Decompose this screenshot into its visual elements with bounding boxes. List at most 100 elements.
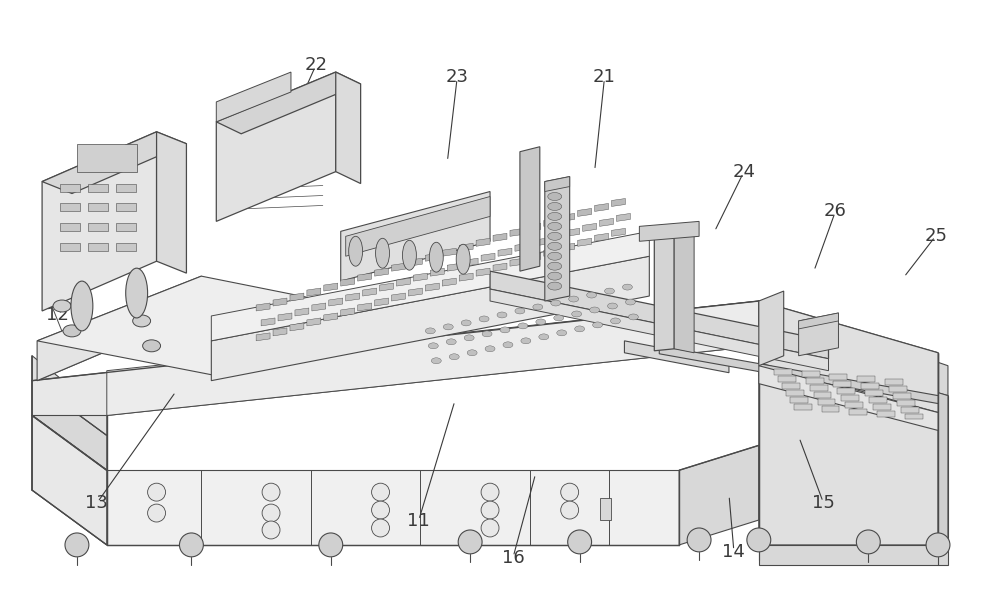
Ellipse shape xyxy=(467,350,477,356)
Bar xyxy=(802,371,820,377)
Polygon shape xyxy=(375,268,389,276)
Polygon shape xyxy=(561,243,575,251)
Polygon shape xyxy=(600,218,613,226)
Ellipse shape xyxy=(533,304,543,310)
Polygon shape xyxy=(476,238,490,246)
Ellipse shape xyxy=(590,307,600,313)
Ellipse shape xyxy=(548,272,562,280)
Polygon shape xyxy=(578,238,592,246)
Ellipse shape xyxy=(143,340,161,352)
Polygon shape xyxy=(290,293,304,301)
Polygon shape xyxy=(391,293,405,301)
Polygon shape xyxy=(295,308,309,316)
Polygon shape xyxy=(759,366,938,430)
Polygon shape xyxy=(447,263,461,271)
Polygon shape xyxy=(425,253,439,261)
Circle shape xyxy=(561,483,579,501)
Bar xyxy=(845,401,863,408)
Ellipse shape xyxy=(479,316,489,322)
Polygon shape xyxy=(42,132,186,194)
Ellipse shape xyxy=(126,268,148,318)
Polygon shape xyxy=(459,273,473,281)
Ellipse shape xyxy=(464,335,474,341)
Bar xyxy=(885,379,903,385)
Polygon shape xyxy=(157,132,186,273)
Ellipse shape xyxy=(610,318,620,324)
Circle shape xyxy=(747,528,771,552)
Polygon shape xyxy=(611,229,625,236)
Circle shape xyxy=(262,483,280,501)
Bar xyxy=(873,404,891,410)
Bar xyxy=(116,183,136,191)
Ellipse shape xyxy=(605,288,614,294)
Ellipse shape xyxy=(557,330,567,336)
Polygon shape xyxy=(520,147,540,271)
Polygon shape xyxy=(759,545,948,565)
Circle shape xyxy=(687,528,711,552)
Circle shape xyxy=(856,530,880,554)
Text: 26: 26 xyxy=(824,202,847,220)
Circle shape xyxy=(319,533,343,557)
Polygon shape xyxy=(358,273,372,281)
Bar xyxy=(822,406,839,412)
Polygon shape xyxy=(216,72,361,134)
Bar xyxy=(877,411,895,417)
Text: 15: 15 xyxy=(812,494,835,512)
Bar xyxy=(833,381,851,387)
Circle shape xyxy=(372,501,390,519)
Polygon shape xyxy=(32,415,107,545)
Polygon shape xyxy=(544,218,558,226)
Bar xyxy=(897,400,915,406)
Ellipse shape xyxy=(443,324,453,330)
Polygon shape xyxy=(346,197,490,256)
Ellipse shape xyxy=(593,322,603,328)
Circle shape xyxy=(481,483,499,501)
Polygon shape xyxy=(336,72,361,183)
Polygon shape xyxy=(107,301,759,415)
Bar xyxy=(829,374,847,379)
Polygon shape xyxy=(346,293,360,301)
Polygon shape xyxy=(654,224,674,351)
Ellipse shape xyxy=(503,342,513,348)
Ellipse shape xyxy=(575,326,585,332)
Ellipse shape xyxy=(482,331,492,337)
Text: 24: 24 xyxy=(732,163,755,181)
Polygon shape xyxy=(278,313,292,321)
Bar xyxy=(60,224,80,232)
Polygon shape xyxy=(363,288,377,296)
Polygon shape xyxy=(256,333,270,341)
Polygon shape xyxy=(396,278,410,286)
Ellipse shape xyxy=(548,243,562,251)
Polygon shape xyxy=(545,177,570,191)
Ellipse shape xyxy=(449,354,459,360)
Polygon shape xyxy=(324,313,338,321)
Polygon shape xyxy=(616,213,630,221)
Ellipse shape xyxy=(349,236,363,266)
Ellipse shape xyxy=(548,192,562,200)
Bar xyxy=(600,498,611,520)
Bar xyxy=(806,378,824,384)
Ellipse shape xyxy=(548,202,562,210)
Ellipse shape xyxy=(497,312,507,318)
Polygon shape xyxy=(476,268,490,276)
Bar xyxy=(790,397,808,403)
Polygon shape xyxy=(261,318,275,326)
Text: 25: 25 xyxy=(925,227,948,244)
Polygon shape xyxy=(595,233,609,241)
Ellipse shape xyxy=(53,300,71,312)
Polygon shape xyxy=(624,341,729,373)
Bar xyxy=(794,403,812,409)
Polygon shape xyxy=(566,229,580,236)
Polygon shape xyxy=(510,258,524,266)
Polygon shape xyxy=(510,229,524,236)
Circle shape xyxy=(148,504,166,522)
Polygon shape xyxy=(759,346,948,425)
Bar xyxy=(901,406,919,412)
Bar xyxy=(60,243,80,251)
Bar xyxy=(861,383,879,389)
Polygon shape xyxy=(561,213,575,221)
Circle shape xyxy=(926,533,950,557)
Ellipse shape xyxy=(521,338,531,344)
Ellipse shape xyxy=(622,284,632,290)
Polygon shape xyxy=(37,276,376,376)
